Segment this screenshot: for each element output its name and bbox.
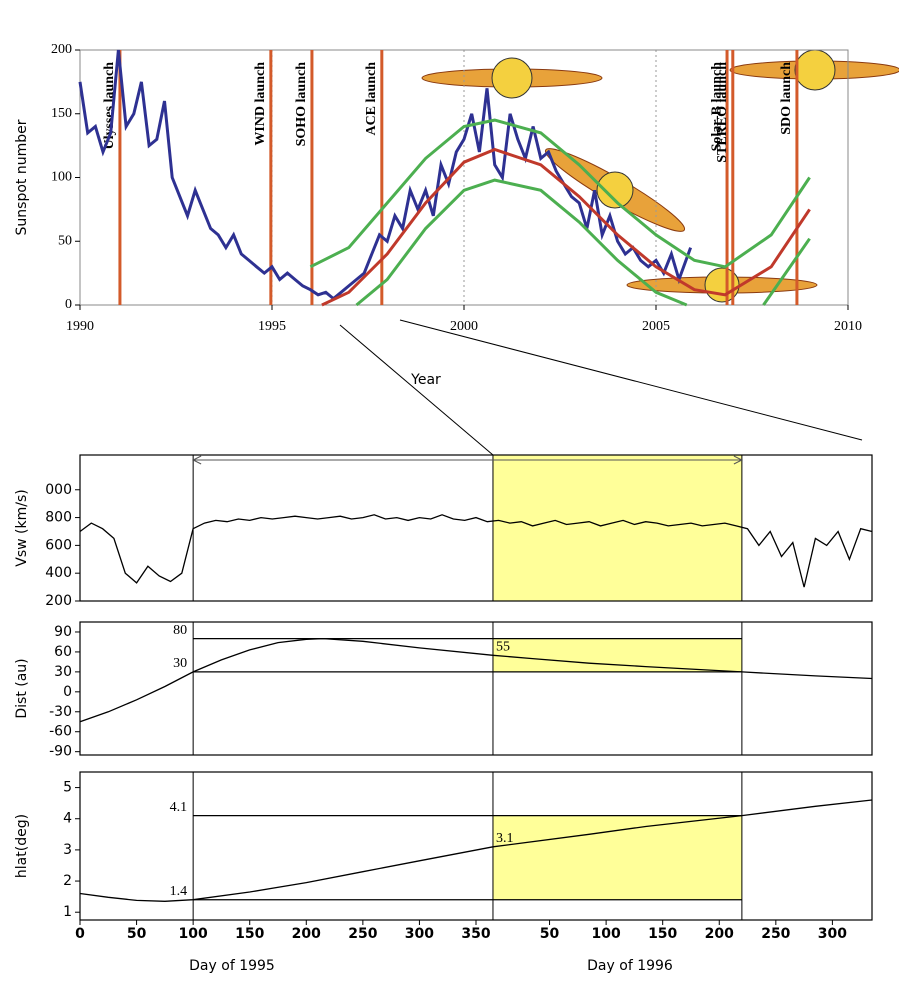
launch-label: ACE launch: [364, 62, 379, 136]
y-tick-label: 600: [45, 537, 72, 553]
arrow-head: [192, 455, 202, 465]
x-tick-label: 2005: [642, 319, 670, 334]
x-tick-label: 300: [405, 926, 434, 942]
x-tick-label: 50: [540, 926, 560, 942]
y-axis-label: Sunspot number: [14, 119, 30, 235]
sun-icon: [626, 267, 818, 303]
data-line: [355, 178, 811, 307]
data-line: [79, 514, 873, 588]
launch-label: WIND launch: [253, 62, 268, 146]
y-axis-label: Vsw (km/s): [14, 489, 30, 566]
y-tick-label: 200: [45, 593, 72, 609]
y-tick-label: 5: [63, 780, 72, 796]
x-tick-label: 200: [705, 926, 734, 942]
y-tick-label: 100: [51, 170, 72, 185]
x-tick-label: 100: [591, 926, 620, 942]
sun-icon: [729, 49, 899, 91]
data-line: [309, 118, 811, 269]
plot-frame: [79, 771, 873, 921]
data-line: [79, 799, 873, 902]
x-tick-label: 50: [127, 926, 147, 942]
y-tick-label: 0: [65, 297, 72, 312]
point-label: 3.1: [496, 831, 514, 846]
zoom-line: [339, 324, 494, 456]
x-tick-label: 200: [292, 926, 321, 942]
sun-icon: [544, 148, 686, 232]
y-tick-label: -90: [49, 744, 72, 760]
x-tick-label: 1990: [66, 319, 94, 334]
data-line: [79, 637, 873, 723]
x-tick-label: 2000: [450, 319, 478, 334]
highlight-region: [492, 815, 742, 900]
y-tick-label: 4: [63, 811, 72, 827]
data-line: [78, 49, 693, 301]
reference-label: 80: [173, 623, 187, 638]
zoom-line: [399, 319, 863, 441]
x-tick-label: 250: [348, 926, 377, 942]
x-tick-label: 150: [648, 926, 677, 942]
reference-label: 30: [173, 656, 187, 671]
launch-label: Ulysses launch: [102, 62, 117, 150]
y-tick-label: 1: [63, 904, 72, 920]
x-axis-label: Day of 1995: [189, 958, 275, 974]
x-tick-label: 100: [179, 926, 208, 942]
y-tick-label: 30: [54, 664, 72, 680]
y-tick-label: 150: [51, 106, 72, 121]
arrow-head: [733, 455, 744, 465]
y-tick-label: 200: [51, 42, 72, 57]
launch-label: SDO launch: [779, 62, 794, 135]
y-tick-label: 000: [45, 482, 72, 498]
y-axis-label: hlat(deg): [14, 814, 30, 878]
highlight-region: [492, 455, 742, 601]
x-tick-label: 250: [761, 926, 790, 942]
plot-frame: [79, 454, 873, 602]
data-line: [321, 147, 811, 307]
y-tick-label: 60: [54, 644, 72, 660]
y-tick-label: -60: [49, 724, 72, 740]
y-tick-label: -30: [49, 704, 72, 720]
x-axis-label: Year: [410, 372, 441, 388]
launch-label: STEREO launch: [715, 62, 730, 163]
point-label: 55: [496, 639, 510, 654]
x-tick-label: 0: [75, 926, 85, 942]
highlight-region: [492, 638, 742, 672]
y-tick-label: 800: [45, 510, 72, 526]
reference-label: 1.4: [170, 884, 188, 899]
y-tick-label: 400: [45, 565, 72, 581]
y-axis-label: Dist (au): [14, 658, 30, 718]
x-tick-label: 150: [235, 926, 264, 942]
launch-label: SOHO launch: [294, 62, 309, 147]
launch-label: Solar-B launch: [709, 62, 724, 152]
x-tick-label: 1995: [258, 319, 286, 334]
y-tick-label: 2: [63, 873, 72, 889]
x-tick-label: 350: [461, 926, 490, 942]
y-tick-label: 90: [54, 624, 72, 640]
x-axis-label: Day of 1996: [587, 958, 673, 974]
y-tick-label: 3: [63, 842, 72, 858]
plot-frame: [79, 621, 873, 756]
x-tick-label: 300: [818, 926, 847, 942]
decorations: [339, 49, 899, 456]
y-tick-label: 50: [58, 233, 72, 248]
y-tick-label: 0: [63, 684, 72, 700]
x-tick-label: 2010: [834, 319, 862, 334]
sun-icon: [421, 57, 603, 99]
reference-label: 4.1: [170, 800, 188, 815]
